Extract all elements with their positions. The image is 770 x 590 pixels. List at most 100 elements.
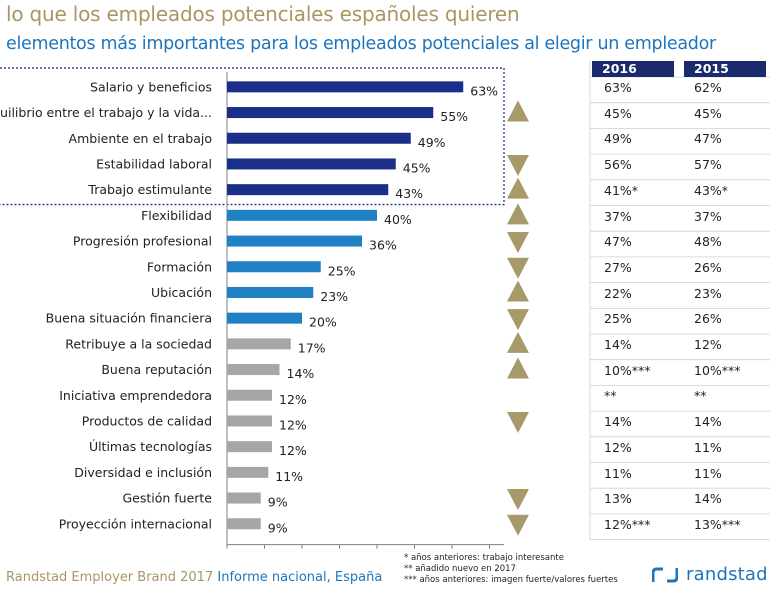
table-cell-2015: 43%* [694, 182, 729, 198]
data-label: 45% [403, 160, 431, 175]
table-cell-2015: 57% [694, 157, 722, 173]
category-label: Buena reputación [101, 362, 212, 377]
table-cell-2016: ** [604, 388, 617, 404]
trend-down-icon [507, 257, 529, 279]
bar [227, 466, 269, 478]
category-label: Proyección internacional [59, 516, 212, 531]
table-cell-2016: 45% [604, 105, 632, 121]
table-cell-2016: 12%*** [604, 516, 651, 532]
trend-down-icon [507, 489, 529, 511]
category-label: Progresión profesional [73, 234, 212, 249]
table-cell-2015: 23% [694, 285, 722, 301]
table-cell-2016: 14% [604, 414, 632, 430]
trend-up-icon [507, 280, 529, 302]
trend-up-icon [507, 331, 529, 353]
category-label: Buena situación financiera [46, 311, 212, 326]
table-cell-2016: 27% [604, 259, 632, 275]
footnote: ** añadido nuevo en 2017 [404, 564, 516, 574]
table-cell-2015: 45% [694, 105, 722, 121]
data-label: 25% [328, 263, 356, 278]
trend-down-icon [507, 154, 529, 176]
top5-highlight-box [0, 67, 505, 206]
data-label: 55% [440, 109, 468, 124]
table-cell-2016: 41%* [604, 182, 639, 198]
footer-brand: Randstad Employer Brand 2017 [6, 570, 214, 585]
table-cell-2016: 22% [604, 285, 632, 301]
category-label: Productos de calidad [82, 413, 212, 428]
trend-up-icon [507, 177, 529, 199]
trend-down-icon [507, 309, 529, 331]
table-cell-2015: 47% [694, 131, 722, 147]
table-cell-2015: 26% [694, 311, 722, 327]
table-cell-2015: 10%*** [694, 362, 741, 378]
data-label: 20% [309, 315, 337, 330]
trend-down-icon [507, 411, 529, 433]
bar [227, 338, 291, 350]
bar [227, 209, 377, 221]
category-label: Últimas tecnologías [89, 439, 212, 454]
year-header-2016: 2016 [592, 61, 674, 77]
data-label: 49% [418, 135, 446, 150]
category-label: Trabajo estimulante [87, 182, 212, 197]
table-cell-2015: 11% [694, 439, 722, 455]
bar [227, 235, 362, 247]
table-cell-2016: 25% [604, 311, 632, 327]
table-cell-2016: 14% [604, 337, 632, 352]
data-label: 11% [275, 469, 303, 484]
footnote: * años anteriores: trabajo interesante [404, 553, 564, 563]
table-cell-2015: 26% [694, 259, 722, 275]
data-label: 12% [279, 417, 307, 432]
bar [227, 492, 261, 504]
table-cell-2016: 11% [604, 465, 632, 481]
bar [227, 158, 396, 170]
table-cell-2015: 11% [694, 465, 722, 481]
table-cell-2015: 12% [694, 337, 722, 352]
trend-up-icon [507, 357, 529, 379]
data-label: 23% [320, 289, 348, 304]
category-label: Gestión fuerte [122, 491, 212, 506]
category-label: Diversidad e inclusión [74, 465, 212, 480]
data-label: 40% [384, 212, 412, 227]
table-cell-2015: 62% [694, 80, 722, 95]
category-label: Retribuye a la sociedad [65, 336, 212, 351]
table-cell-2015: 14% [694, 414, 722, 430]
table-cell-2015: 13%*** [694, 516, 741, 532]
category-label: Salario y beneficios [90, 79, 212, 94]
trend-down-icon [507, 514, 529, 536]
bar [227, 107, 434, 119]
data-label: 63% [470, 83, 498, 98]
footer-report: Informe nacional, España [217, 570, 383, 585]
table-cell-2015: ** [694, 388, 707, 404]
trend-down-icon [507, 232, 529, 254]
table-cell-2016: 56% [604, 157, 632, 173]
table-cell-2016: 63% [604, 80, 632, 95]
logo-text: randstad [686, 564, 768, 585]
data-label: 12% [279, 392, 307, 407]
data-label: 36% [369, 238, 397, 253]
category-label: Formación [147, 259, 212, 274]
category-label: Iniciativa emprendedora [59, 388, 212, 403]
data-label: 14% [287, 366, 315, 381]
category-label: Ambiente en el trabajo [69, 131, 212, 146]
table-cell-2016: 37% [604, 208, 632, 224]
bar [227, 441, 272, 453]
bar [227, 415, 272, 427]
table-cell-2015: 37% [694, 208, 722, 224]
data-label: 9% [268, 520, 288, 535]
table-cell-2015: 48% [694, 234, 722, 250]
data-label: 17% [298, 340, 326, 355]
table-cell-2015: 14% [694, 491, 722, 507]
bar [227, 184, 389, 196]
bar [227, 312, 302, 324]
trend-up-icon [507, 100, 529, 122]
table-cell-2016: 47% [604, 234, 632, 250]
table-cell-2016: 49% [604, 131, 632, 147]
footer-source: Randstad Employer Brand 2017 Informe nac… [6, 570, 382, 585]
year-header-2015: 2015 [684, 61, 766, 77]
randstad-logo-icon [652, 567, 678, 582]
table-cell-2016: 10%*** [604, 362, 651, 378]
category-label: Equilibrio entre el trabajo y la vida... [0, 105, 212, 120]
bar [227, 518, 261, 530]
bar [227, 132, 411, 144]
category-label: Ubicación [151, 285, 212, 300]
